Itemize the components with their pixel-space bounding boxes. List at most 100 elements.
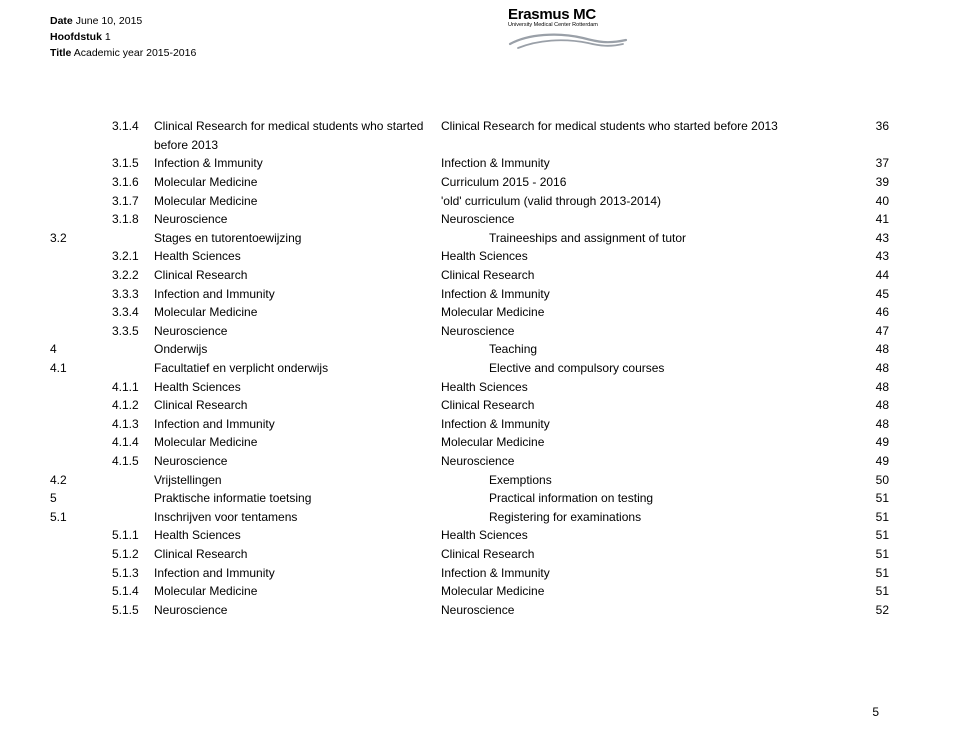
date-label: Date: [50, 15, 73, 27]
toc-row: 5.1.4Molecular MedicineMolecular Medicin…: [50, 582, 889, 601]
chapter-value: 1: [105, 31, 111, 43]
toc-english: Infection & Immunity: [441, 285, 861, 304]
toc-page: 51: [861, 489, 889, 508]
toc-page: 44: [861, 266, 889, 285]
toc-subnumber: 3.1.7: [108, 192, 154, 211]
toc-english: Molecular Medicine: [441, 303, 861, 322]
toc-english: Molecular Medicine: [441, 433, 861, 452]
toc-dutch: Molecular Medicine: [154, 582, 441, 601]
toc-page: 49: [861, 452, 889, 471]
toc-page: 46: [861, 303, 889, 322]
toc-dutch: Molecular Medicine: [154, 433, 441, 452]
toc-page: 40: [861, 192, 889, 211]
header-date-row: Date June 10, 2015: [50, 14, 889, 30]
toc-english: Exemptions: [489, 471, 861, 490]
toc-page: 48: [861, 415, 889, 434]
toc-number: 5: [50, 489, 102, 508]
toc-row: 4.1.2Clinical ResearchClinical Research4…: [50, 396, 889, 415]
toc-dutch: Neuroscience: [154, 322, 441, 341]
toc-english: Clinical Research for medical students w…: [441, 117, 861, 136]
toc-row: 5.1.1Health SciencesHealth Sciences51: [50, 526, 889, 545]
toc-row: 5.1Inschrijven voor tentamensRegistering…: [50, 508, 889, 527]
title-value: Academic year 2015-2016: [74, 47, 197, 59]
toc-english: 'old' curriculum (valid through 2013-201…: [441, 192, 861, 211]
toc-number: 3.2: [50, 229, 102, 248]
toc-subnumber: 3.1.6: [108, 173, 154, 192]
toc-subnumber: 5.1.5: [108, 601, 154, 620]
logo-subtitle: University Medical Center Rotterdam: [508, 22, 638, 28]
toc-dutch: Health Sciences: [154, 526, 441, 545]
toc-row: 3.1.6Molecular MedicineCurriculum 2015 -…: [50, 173, 889, 192]
toc-english: Neuroscience: [441, 452, 861, 471]
toc-dutch: Vrijstellingen: [154, 471, 489, 490]
toc-dutch: Infection and Immunity: [154, 415, 441, 434]
toc-english: Clinical Research: [441, 266, 861, 285]
toc-page: 48: [861, 396, 889, 415]
toc-subnumber: 3.2.2: [108, 266, 154, 285]
toc-row: 5.1.3Infection and ImmunityInfection & I…: [50, 564, 889, 583]
toc-page: 47: [861, 322, 889, 341]
toc-dutch: Health Sciences: [154, 378, 441, 397]
toc-row: 4.1.5NeuroscienceNeuroscience49: [50, 452, 889, 471]
toc-row: 4.2VrijstellingenExemptions50: [50, 471, 889, 490]
toc-page: 39: [861, 173, 889, 192]
toc-row: 5.1.5NeuroscienceNeuroscience52: [50, 601, 889, 620]
toc-english: Health Sciences: [441, 526, 861, 545]
toc-dutch: Infection & Immunity: [154, 154, 441, 173]
toc-subnumber: 4.1.3: [108, 415, 154, 434]
toc-page: 49: [861, 433, 889, 452]
toc-dutch: Neuroscience: [154, 601, 441, 620]
toc-page: 43: [861, 247, 889, 266]
date-value: June 10, 2015: [76, 15, 143, 27]
toc-subnumber: 3.1.5: [108, 154, 154, 173]
toc-row: 4.1Facultatief en verplicht onderwijsEle…: [50, 359, 889, 378]
chapter-label: Hoofdstuk: [50, 31, 102, 43]
toc-dutch: Infection and Immunity: [154, 285, 441, 304]
toc-subnumber: 4.1.2: [108, 396, 154, 415]
toc-english: Neuroscience: [441, 601, 861, 620]
toc-row: 3.3.3Infection and ImmunityInfection & I…: [50, 285, 889, 304]
toc-subnumber: 3.3.4: [108, 303, 154, 322]
toc-english: Registering for examinations: [489, 508, 861, 527]
toc-number: 4.1: [50, 359, 102, 378]
toc-page: 41: [861, 210, 889, 229]
table-of-contents: 3.1.4Clinical Research for medical stude…: [50, 117, 889, 619]
toc-row: 3.3.5NeuroscienceNeuroscience47: [50, 322, 889, 341]
toc-dutch: Molecular Medicine: [154, 192, 441, 211]
toc-subnumber: 3.3.3: [108, 285, 154, 304]
title-label: Title: [50, 47, 71, 59]
toc-dutch: Health Sciences: [154, 247, 441, 266]
toc-english: Health Sciences: [441, 247, 861, 266]
toc-english: Elective and compulsory courses: [489, 359, 861, 378]
page-number: 5: [872, 705, 879, 719]
toc-english: Infection & Immunity: [441, 564, 861, 583]
toc-page: 45: [861, 285, 889, 304]
logo-swoosh-icon: [508, 30, 628, 52]
toc-dutch: Onderwijs: [154, 340, 489, 359]
toc-english: Health Sciences: [441, 378, 861, 397]
header-chapter-row: Hoofdstuk 1: [50, 30, 889, 46]
logo: Erasmus MC University Medical Center Rot…: [508, 6, 638, 54]
toc-english: Neuroscience: [441, 210, 861, 229]
toc-row: 4.1.1Health SciencesHealth Sciences48: [50, 378, 889, 397]
toc-page: 37: [861, 154, 889, 173]
toc-dutch: Stages en tutorentoewijzing: [154, 229, 489, 248]
toc-page: 51: [861, 582, 889, 601]
toc-english: Neuroscience: [441, 322, 861, 341]
toc-row: 3.1.7Molecular Medicine'old' curriculum …: [50, 192, 889, 211]
toc-row: 4.1.3Infection and ImmunityInfection & I…: [50, 415, 889, 434]
toc-row: 3.2.1Health SciencesHealth Sciences43: [50, 247, 889, 266]
toc-page: 51: [861, 508, 889, 527]
logo-name: Erasmus MC: [508, 6, 638, 23]
toc-dutch: Molecular Medicine: [154, 173, 441, 192]
header-meta: Date June 10, 2015 Hoofdstuk 1 Title Aca…: [50, 14, 889, 61]
toc-number: 5.1: [50, 508, 102, 527]
toc-page: 50: [861, 471, 889, 490]
toc-dutch: Clinical Research for medical students w…: [154, 117, 441, 154]
toc-subnumber: 3.1.4: [108, 117, 154, 136]
toc-subnumber: 5.1.3: [108, 564, 154, 583]
toc-row: 4.1.4Molecular MedicineMolecular Medicin…: [50, 433, 889, 452]
toc-english: Practical information on testing: [489, 489, 861, 508]
toc-english: Infection & Immunity: [441, 154, 861, 173]
toc-english: Infection & Immunity: [441, 415, 861, 434]
